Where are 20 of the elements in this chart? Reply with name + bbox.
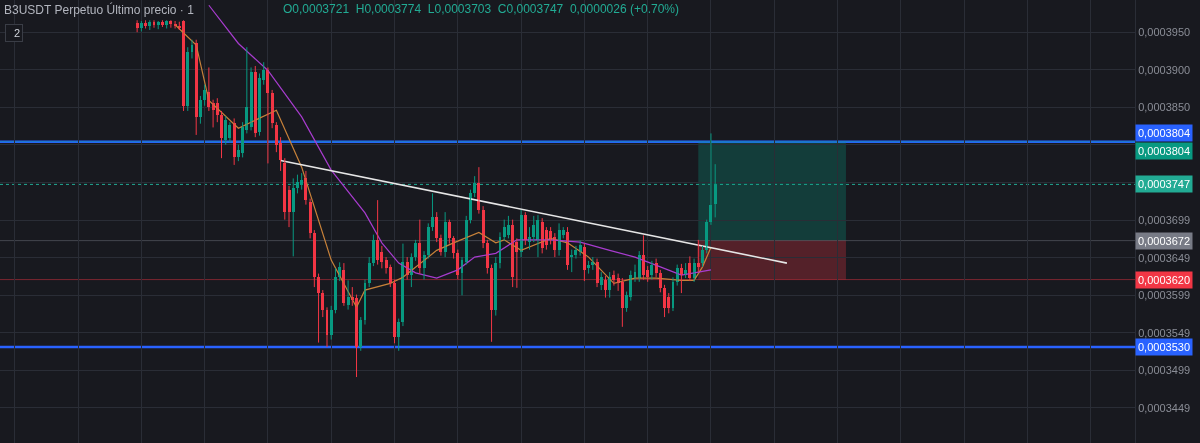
y-tick-label: 0,0003950	[1138, 26, 1191, 39]
annotation: O0,0003721 H0,0003774 L0,0003703 C0,0003747 0,0000026 (+0.70%)	[283, 2, 679, 16]
chart-title: B3USDT Perpetuo Último precio · 1	[4, 2, 195, 17]
line-series	[208, 4, 712, 279]
line-series	[174, 24, 712, 308]
y-tick-label: 0,0003900	[1138, 63, 1191, 76]
y-tick-label: 0,0003649	[1138, 251, 1191, 264]
ref-line-label: 0,0003620	[1138, 274, 1190, 286]
ref-line-label: 0,0003530	[1138, 341, 1190, 353]
y-tick-label: 0,0003549	[1138, 326, 1191, 339]
ref-line-label: 0,0003747	[1138, 178, 1190, 190]
ref-line-label: 0,0003672	[1138, 235, 1190, 247]
y-tick-label: 0,0003850	[1138, 101, 1191, 114]
y-tick-label: 0,0003499	[1138, 364, 1191, 377]
y-tick-label: 0,0003449	[1138, 401, 1191, 414]
annotation: 2	[8, 27, 21, 39]
y-tick-label: 0,0003699	[1138, 214, 1191, 227]
ref-line-label: 0,0003804	[1138, 127, 1190, 139]
ref-line-label: 0,0003804	[1138, 145, 1190, 157]
y-tick-label: 0,0003599	[1138, 289, 1191, 302]
